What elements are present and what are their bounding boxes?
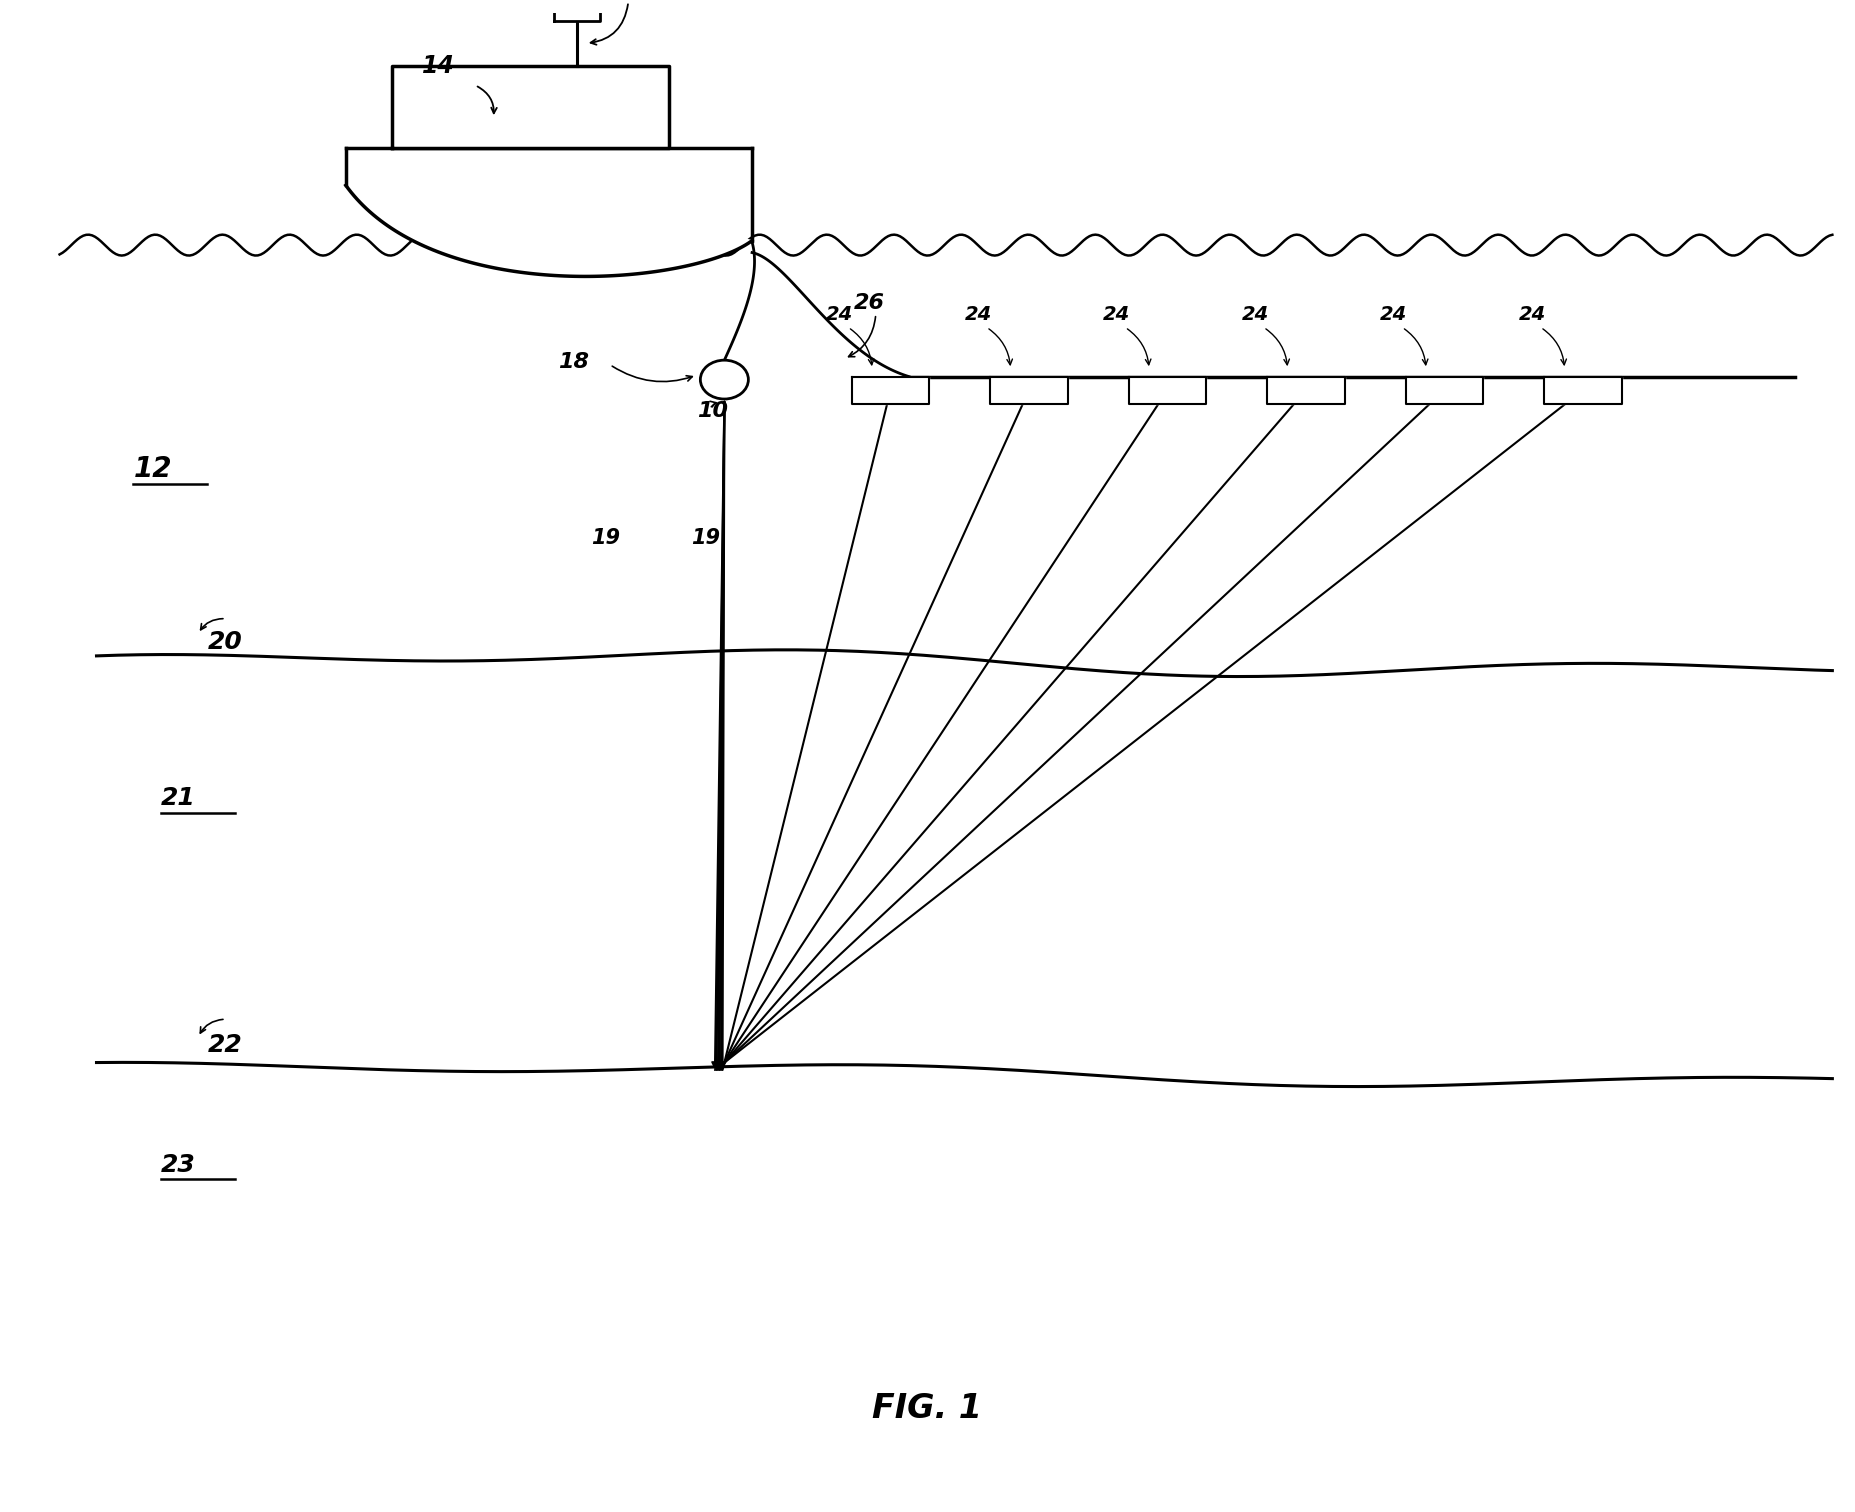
- Text: 18: 18: [558, 352, 590, 372]
- Text: 24: 24: [1380, 305, 1408, 324]
- Text: 22: 22: [208, 1033, 241, 1057]
- Text: 14: 14: [421, 54, 454, 79]
- Polygon shape: [1543, 376, 1621, 404]
- Polygon shape: [991, 376, 1068, 404]
- Polygon shape: [391, 67, 670, 148]
- Text: 26: 26: [853, 293, 885, 313]
- Polygon shape: [553, 0, 599, 21]
- Text: 19: 19: [592, 528, 620, 547]
- Text: FIG. 1: FIG. 1: [872, 1393, 983, 1426]
- Text: 23: 23: [161, 1152, 197, 1176]
- Text: 24: 24: [825, 305, 853, 324]
- Text: 24: 24: [1241, 305, 1269, 324]
- Text: 24: 24: [1104, 305, 1130, 324]
- Polygon shape: [1406, 376, 1484, 404]
- Polygon shape: [1130, 376, 1206, 404]
- Circle shape: [701, 360, 748, 399]
- Text: 20: 20: [208, 629, 241, 653]
- Text: 19: 19: [692, 528, 720, 547]
- Text: 21: 21: [161, 786, 197, 810]
- Text: 10: 10: [697, 401, 727, 420]
- Polygon shape: [1267, 376, 1345, 404]
- Text: 24: 24: [1519, 305, 1545, 324]
- Polygon shape: [851, 376, 929, 404]
- Text: 24: 24: [965, 305, 992, 324]
- Polygon shape: [345, 148, 751, 277]
- Text: 12: 12: [134, 455, 173, 482]
